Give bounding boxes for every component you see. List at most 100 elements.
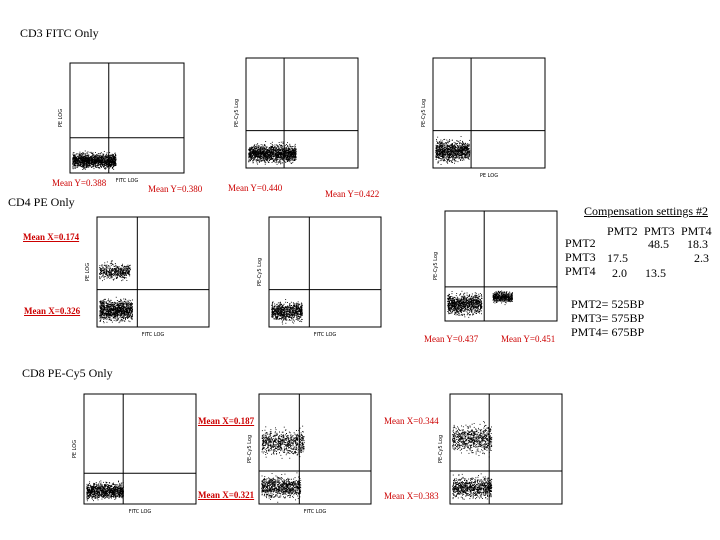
scatter-point — [103, 270, 105, 272]
scatter-point — [100, 270, 102, 271]
scatter-point — [457, 149, 459, 151]
scatter-point — [102, 266, 104, 268]
scatter-point — [94, 157, 96, 159]
scatter-point — [279, 147, 281, 149]
scatter-point — [444, 148, 446, 150]
scatter-point — [290, 148, 292, 149]
scatter-point — [249, 150, 251, 152]
scatter-point — [463, 143, 465, 145]
scatter-point — [126, 312, 128, 314]
scatter-point — [73, 163, 75, 165]
scatter-point — [449, 140, 451, 142]
scatter-point — [122, 273, 124, 274]
scatter-points — [99, 260, 133, 324]
scatter-point — [447, 156, 449, 157]
scatter-point — [114, 317, 116, 319]
scatter-point — [79, 158, 81, 159]
scatter-point — [463, 147, 465, 149]
scatter-point — [124, 314, 126, 316]
scatter-point — [447, 153, 448, 155]
scatter-point — [289, 143, 291, 145]
scatter-point — [436, 139, 437, 140]
scatter-point — [265, 151, 267, 153]
scatter-point — [294, 148, 296, 150]
scatter-point — [287, 156, 288, 158]
scatter-point — [112, 264, 114, 266]
scatter-point — [460, 147, 462, 149]
scatter-point — [452, 155, 454, 157]
scatter-point — [447, 156, 449, 158]
scatter-point — [89, 160, 91, 161]
scatter-point — [290, 154, 292, 156]
scatter-point — [103, 158, 105, 160]
scatter-point — [442, 156, 444, 157]
scatter-point — [93, 160, 95, 161]
scatter-point — [466, 146, 468, 148]
scatter-point — [99, 277, 101, 279]
scatter-point — [72, 168, 74, 170]
scatter-point — [84, 157, 86, 159]
scatter-point — [111, 268, 113, 270]
scatter-point — [119, 272, 121, 274]
scatter-point — [255, 151, 257, 153]
plot-frame — [432, 57, 546, 169]
scatter-point — [82, 166, 84, 168]
scatter-point — [131, 306, 133, 308]
scatter-point — [101, 166, 102, 168]
scatter-point — [82, 157, 84, 159]
scatter-point — [113, 162, 114, 163]
scatter-point — [112, 263, 113, 265]
scatter-point — [292, 149, 294, 151]
scatter-point — [76, 157, 77, 159]
scatter-point — [270, 153, 272, 154]
scatter-point — [73, 154, 75, 156]
scatter-point — [95, 159, 97, 161]
scatter-point — [288, 156, 290, 158]
scatter-point — [121, 267, 123, 269]
scatter-point — [92, 160, 94, 162]
scatter-point — [289, 151, 291, 153]
scatter-point — [279, 151, 280, 153]
scatter-point — [270, 148, 272, 150]
scatter-point — [107, 317, 109, 319]
scatter-point — [114, 266, 116, 267]
scatter-point — [273, 147, 275, 148]
scatter-point — [451, 151, 452, 153]
scatter-point — [255, 155, 257, 157]
scatter-point — [280, 162, 282, 164]
scatter-point — [111, 168, 113, 169]
scatter-point — [127, 273, 129, 275]
scatter-point — [113, 269, 115, 270]
scatter-points — [248, 141, 297, 165]
scatter-point — [289, 153, 291, 155]
scatter-point — [288, 152, 289, 154]
scatter-point — [111, 277, 113, 279]
scatter-point — [77, 159, 79, 161]
scatter-point — [75, 159, 77, 161]
scatter-point — [464, 153, 466, 155]
scatter-point — [447, 150, 449, 152]
scatter-point — [127, 307, 129, 309]
scatter-point — [123, 320, 125, 322]
scatter-point — [110, 156, 112, 158]
scatter-point — [248, 161, 250, 163]
scatter-point — [285, 162, 287, 163]
scatter-point — [255, 155, 257, 157]
scatter-point — [114, 270, 115, 272]
scatter-point — [469, 152, 471, 154]
scatter-point — [436, 156, 437, 157]
scatter-point — [117, 273, 119, 275]
scatter-point — [461, 149, 463, 151]
scatter-point — [118, 300, 120, 302]
scatter-point — [263, 156, 265, 158]
scatter-point — [267, 152, 269, 153]
scatter-point — [116, 311, 118, 312]
scatter-point — [437, 142, 439, 144]
scatter-point — [282, 159, 284, 161]
scatter-point — [291, 150, 292, 152]
scatter-point — [129, 306, 131, 308]
scatter-point — [276, 158, 278, 160]
scatter-point — [254, 155, 256, 157]
scatter-point — [276, 145, 278, 147]
scatter-point — [462, 156, 464, 158]
